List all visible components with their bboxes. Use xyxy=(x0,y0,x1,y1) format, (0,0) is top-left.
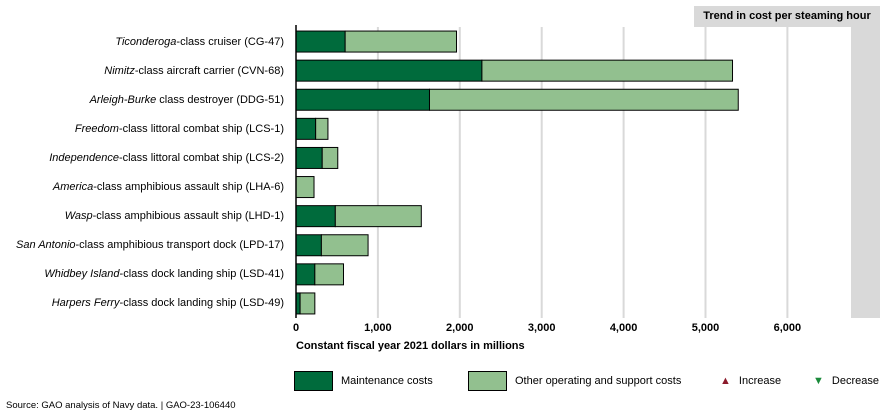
category-label-rest-7: -class amphibious transport dock (LPD-17… xyxy=(75,239,284,252)
x-tick-label-0: 0 xyxy=(292,322,300,334)
legend-other: Other operating and support costs xyxy=(468,370,681,392)
category-label-rest-6: -class amphibious assault ship (LHD-1) xyxy=(92,210,284,223)
bar-other-9 xyxy=(299,292,316,315)
bar-maintenance-6 xyxy=(295,205,336,228)
category-label-italic-1: Nimitz xyxy=(104,64,135,77)
category-label-rest-4: -class littoral combat ship (LCS-2) xyxy=(118,151,284,164)
bar-maintenance-2 xyxy=(295,88,430,111)
category-label-4: Independence-class littoral combat ship … xyxy=(49,151,284,165)
category-label-italic-9: Harpers Ferry xyxy=(51,297,120,310)
bar-other-0 xyxy=(344,30,458,53)
category-label-rest-3: -class littoral combat ship (LCS-1) xyxy=(118,122,284,135)
trend-header: Trend in cost per steaming hour xyxy=(694,6,880,27)
category-label-italic-4: Independence xyxy=(49,151,119,164)
category-label-rest-8: -class dock landing ship (LSD-41) xyxy=(119,268,284,281)
bar-other-1 xyxy=(481,59,734,82)
category-label-5: America-class amphibious assault ship (L… xyxy=(53,180,284,194)
bar-other-8 xyxy=(314,263,345,286)
bar-other-6 xyxy=(334,205,422,228)
category-label-7: San Antonio-class amphibious transport d… xyxy=(16,238,284,252)
category-label-8: Whidbey Island-class dock landing ship (… xyxy=(44,267,284,281)
bar-maintenance-0 xyxy=(295,30,346,53)
bar-maintenance-3 xyxy=(295,117,317,140)
category-label-rest-1: -class aircraft carrier (CVN-68) xyxy=(134,64,284,77)
legend-swatch-other xyxy=(468,371,507,391)
decrease-triangle-icon: ▼ xyxy=(813,375,824,387)
legend-swatch-maintenance xyxy=(294,371,333,391)
category-label-italic-2: Arleigh-Burke xyxy=(89,93,157,106)
category-label-1: Nimitz-class aircraft carrier (CVN-68) xyxy=(104,64,284,78)
bar-other-5 xyxy=(295,176,315,199)
category-label-rest-2: class destroyer (DDG-51) xyxy=(156,93,284,106)
category-label-3: Freedom-class littoral combat ship (LCS-… xyxy=(75,122,284,136)
category-label-rest-9: -class dock landing ship (LSD-49) xyxy=(119,297,284,310)
category-label-italic-8: Whidbey Island xyxy=(44,268,120,281)
bar-maintenance-7 xyxy=(295,234,322,257)
category-label-italic-6: Wasp xyxy=(64,210,93,223)
x-tick-label-3: 3,000 xyxy=(527,322,556,334)
category-label-0: Ticonderoga-class cruiser (CG-47) xyxy=(115,35,284,49)
legend-increase: ▲ Increase xyxy=(720,370,781,392)
legend-label-maintenance: Maintenance costs xyxy=(341,375,433,387)
legend-maintenance: Maintenance costs xyxy=(294,370,433,392)
category-label-italic-5: America xyxy=(52,181,94,194)
bar-maintenance-4 xyxy=(295,146,323,169)
category-label-2: Arleigh-Burke class destroyer (DDG-51) xyxy=(90,93,284,107)
source-note: Source: GAO analysis of Navy data. | GAO… xyxy=(6,400,236,411)
category-label-6: Wasp-class amphibious assault ship (LHD-… xyxy=(65,209,284,223)
trend-column xyxy=(851,27,880,318)
bar-other-4 xyxy=(321,146,339,169)
x-tick-label-5: 5,000 xyxy=(691,322,720,334)
x-tick-label-2: 2,000 xyxy=(446,322,474,334)
category-label-rest-5: -class amphibious assault ship (LHA-6) xyxy=(93,181,284,194)
x-tick-label-4: 4,000 xyxy=(609,322,638,334)
category-label-italic-0: Ticonderoga xyxy=(115,35,177,48)
bar-maintenance-1 xyxy=(295,59,483,82)
x-axis-title: Constant fiscal year 2021 dollars in mil… xyxy=(296,340,525,352)
bar-other-7 xyxy=(320,234,369,257)
category-label-italic-7: San Antonio xyxy=(15,239,76,252)
category-label-9: Harpers Ferry-class dock landing ship (L… xyxy=(52,296,284,310)
category-label-italic-3: Freedom xyxy=(74,122,119,135)
legend-label-decrease: Decrease xyxy=(831,375,879,387)
bar-maintenance-8 xyxy=(295,263,316,286)
x-tick-label-1: 1,000 xyxy=(364,322,392,334)
legend-decrease: ▼ Decrease xyxy=(813,370,879,392)
x-tick-label-6: 6,000 xyxy=(773,322,802,334)
bar-other-3 xyxy=(315,117,329,140)
legend-label-other: Other operating and support costs xyxy=(515,375,682,387)
legend-label-increase: Increase xyxy=(738,375,782,387)
increase-triangle-icon: ▲ xyxy=(720,375,731,387)
bar-other-2 xyxy=(428,88,739,111)
category-label-rest-0: -class cruiser (CG-47) xyxy=(176,35,284,48)
